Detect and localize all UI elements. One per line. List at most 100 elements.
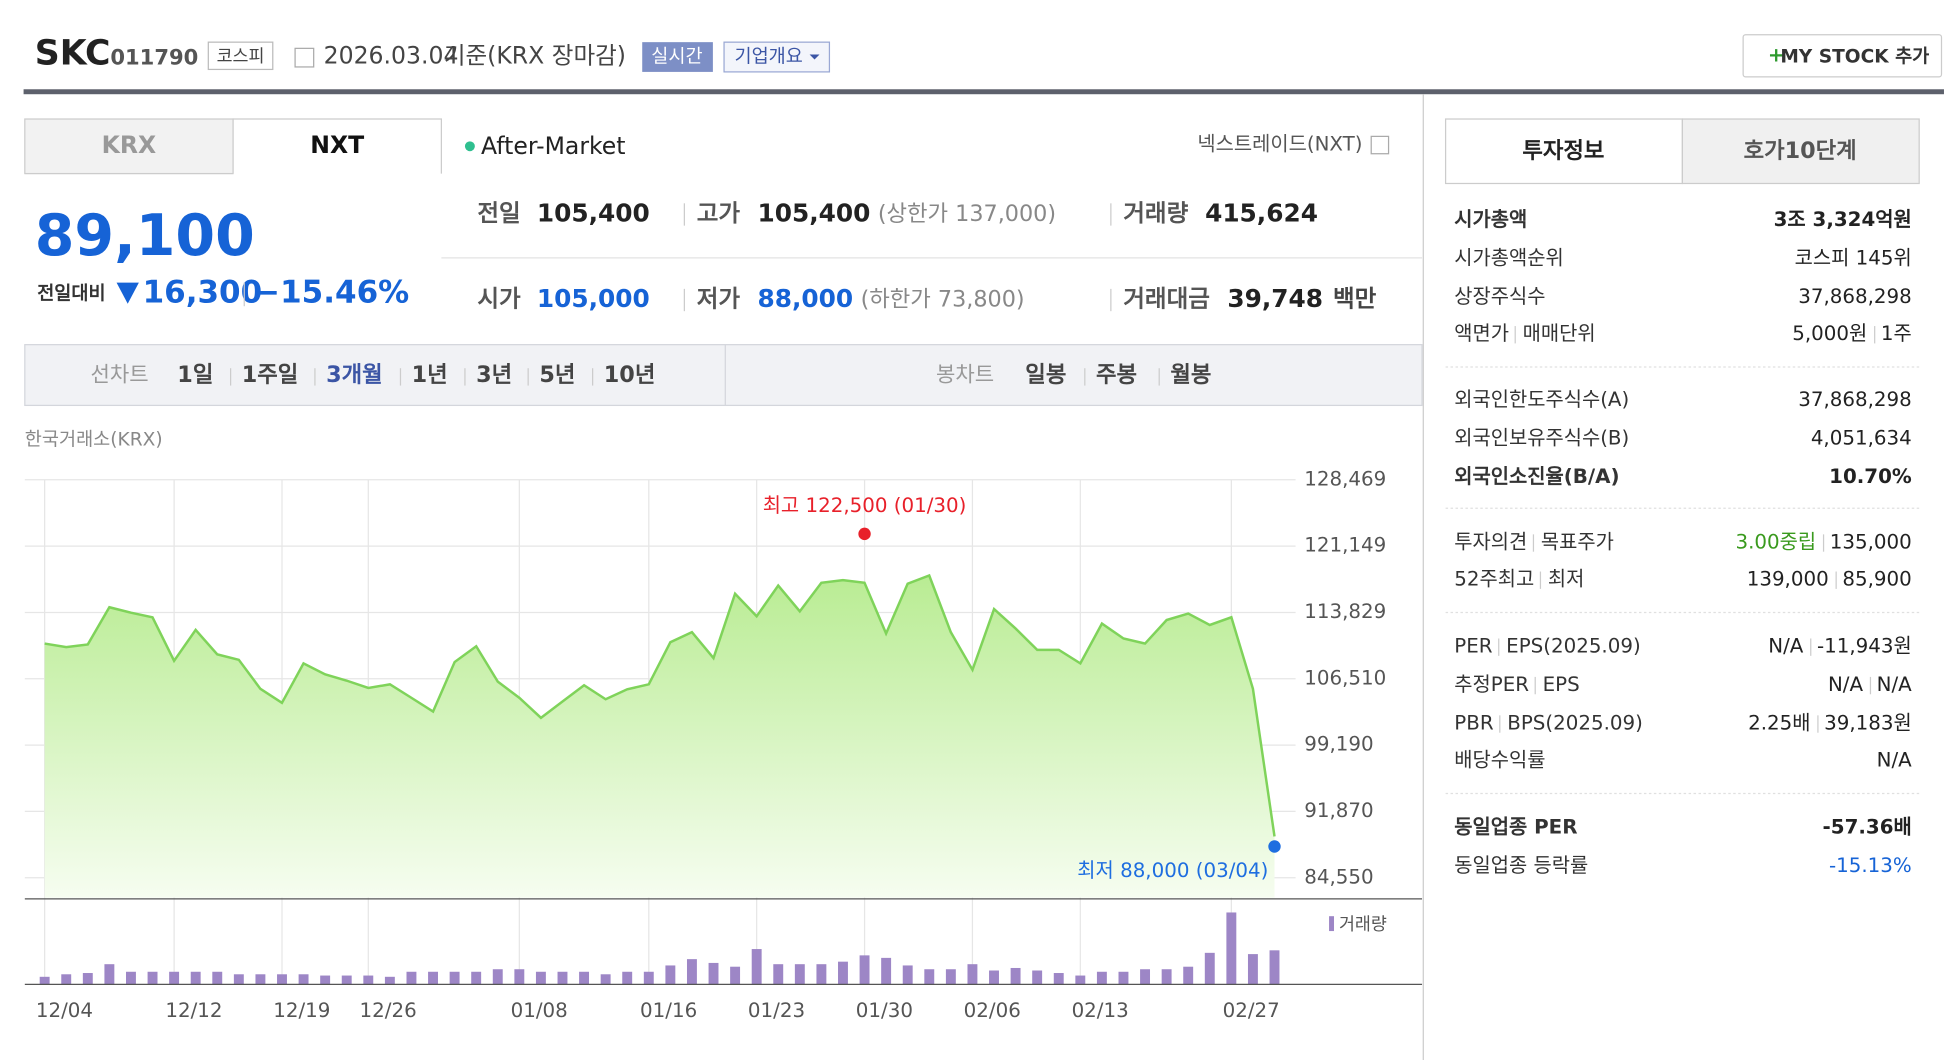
help-icon[interactable] xyxy=(1370,135,1390,155)
stat-label: 시가 xyxy=(477,285,521,313)
info-label: 외국인보유주식수(B) xyxy=(1454,426,1629,449)
info-label: 동일업종 등락률 xyxy=(1454,854,1588,877)
x-tick-label: 02/27 xyxy=(1223,999,1280,1022)
x-tick-label: 12/12 xyxy=(165,999,222,1022)
after-market: After-Market xyxy=(481,132,625,160)
orderbook-tab-box[interactable] xyxy=(1681,118,1920,185)
candle-tab[interactable]: 일봉 xyxy=(1025,362,1066,388)
period-tab[interactable]: 3개월 xyxy=(326,362,383,388)
date-basis: 기준(KRX 장마감) xyxy=(444,42,626,70)
tab-krx[interactable]: KRX xyxy=(102,131,157,159)
volume-bar xyxy=(320,975,331,985)
legend-swatch xyxy=(1329,916,1335,932)
volume-bar xyxy=(794,964,805,985)
volume-bar xyxy=(61,974,72,985)
volume-bar xyxy=(1269,950,1280,985)
stat-label: 전일 xyxy=(477,199,520,227)
info-value: 4,051,634 xyxy=(1811,426,1912,449)
stat-value: 39,748 xyxy=(1227,284,1323,313)
stat-value: 88,000 xyxy=(758,284,854,313)
info-value: N/A xyxy=(1828,673,1864,696)
x-tick-label: 01/23 xyxy=(748,999,805,1022)
volume-bar xyxy=(945,969,956,985)
company-button[interactable]: 기업개요 xyxy=(734,47,802,68)
info-label: 52주최고 xyxy=(1454,568,1534,591)
info-value: -15.13% xyxy=(1829,854,1912,877)
orderbook-tab[interactable]: 호가10단계 xyxy=(1744,138,1857,164)
y-tick-label: 99,190 xyxy=(1304,733,1373,756)
stat-value: 105,000 xyxy=(537,284,650,313)
volume-bar xyxy=(859,955,870,985)
volume-bar xyxy=(233,974,244,985)
tab-nxt-box[interactable] xyxy=(232,118,442,174)
change-label: 전일대비 xyxy=(37,283,105,304)
info-label: 액면가 xyxy=(1454,322,1509,345)
chart-type-label: 봉차트 xyxy=(936,362,994,387)
info-value: 2.25배 xyxy=(1748,712,1810,735)
info-value: 139,000 xyxy=(1747,568,1829,591)
info-label: 매매단위 xyxy=(1523,322,1596,345)
volume-bar xyxy=(881,957,892,985)
info-label: 동일업종 PER xyxy=(1454,816,1577,839)
header-rule xyxy=(23,89,1944,95)
legend-label: 거래량 xyxy=(1339,915,1387,935)
info-label: 외국인한도주식수(A) xyxy=(1454,388,1629,411)
volume-bar xyxy=(298,974,309,985)
volume-bar xyxy=(82,973,93,985)
stat-value: 105,400 xyxy=(537,198,650,227)
info-value: 37,868,298 xyxy=(1798,388,1912,411)
my-stock-button[interactable]: MY STOCK 추가 xyxy=(1780,47,1929,68)
info-label: PBR xyxy=(1454,712,1494,735)
extreme-marker xyxy=(858,527,871,541)
candle-tab[interactable]: 주봉 xyxy=(1096,362,1137,388)
info-value: 85,900 xyxy=(1842,568,1911,591)
info-label: 추정PER xyxy=(1454,673,1529,696)
volume-bar xyxy=(989,970,999,985)
tab-nxt[interactable]: NXT xyxy=(310,131,364,159)
period-tab[interactable]: 1주일 xyxy=(242,362,299,388)
volume-bar xyxy=(428,971,438,985)
period-tab[interactable]: 3년 xyxy=(476,362,512,388)
nxt-link[interactable]: 넥스트레이드(NXT) xyxy=(1197,133,1362,156)
volume-bar xyxy=(751,949,762,985)
period-tab[interactable]: 1년 xyxy=(412,362,448,388)
stock-name: SKC xyxy=(35,34,111,74)
volume-bar xyxy=(1010,967,1021,985)
info-label: BPS(2025.09) xyxy=(1507,712,1643,735)
candle-tab[interactable]: 월봉 xyxy=(1170,362,1211,388)
my-stock-button-box[interactable] xyxy=(1742,34,1943,78)
period-tab[interactable]: 10년 xyxy=(604,362,656,388)
info-value: -11,943원 xyxy=(1817,635,1912,658)
price: 89,100 xyxy=(35,203,255,269)
volume-bar xyxy=(579,971,590,985)
period-tab[interactable]: 1일 xyxy=(177,362,213,388)
x-tick-label: 12/04 xyxy=(36,999,93,1022)
volume-bar xyxy=(1204,952,1215,985)
info-label: 시가총액순위 xyxy=(1454,247,1563,270)
volume-bar xyxy=(967,964,978,985)
volume-bar xyxy=(708,962,719,985)
realtime-button[interactable]: 실시간 xyxy=(651,47,702,68)
info-label: 시가총액 xyxy=(1454,208,1527,231)
volume-bar xyxy=(363,975,374,985)
volume-bar xyxy=(212,971,223,985)
info-label: EPS(2025.09) xyxy=(1506,635,1641,658)
info-tab[interactable]: 투자정보 xyxy=(1522,138,1604,164)
info-tab-box[interactable] xyxy=(1444,118,1684,185)
stat-note: (상한가 137,000) xyxy=(878,201,1056,227)
company-button-box[interactable] xyxy=(723,41,831,73)
info-value: 3.00중립 xyxy=(1735,531,1816,554)
x-tick-label: 02/13 xyxy=(1072,999,1129,1022)
info-label: 상장주식수 xyxy=(1454,285,1545,308)
period-tab[interactable]: 5년 xyxy=(539,362,575,388)
stat-label: 거래대금 xyxy=(1123,285,1210,313)
info-value: 39,183원 xyxy=(1824,712,1912,735)
volume-bar xyxy=(277,974,287,985)
realtime-button-box[interactable] xyxy=(642,42,713,72)
volume-bar xyxy=(730,966,741,985)
volume-bar xyxy=(104,964,115,985)
volume-bar xyxy=(535,971,546,985)
x-tick-label: 01/30 xyxy=(856,999,913,1022)
volume-bar xyxy=(384,976,395,985)
stat-label: 고가 xyxy=(697,199,741,227)
